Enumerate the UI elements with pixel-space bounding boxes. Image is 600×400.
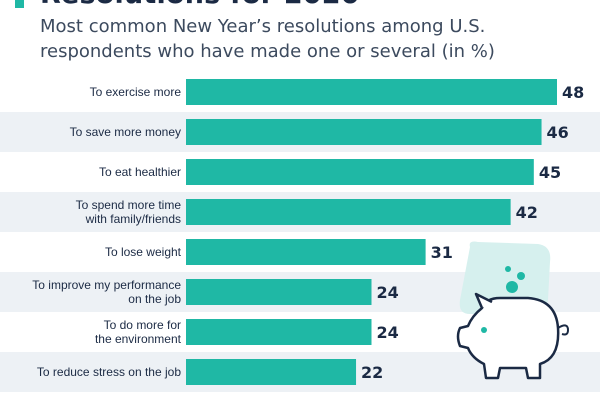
category-label-line: with family/friends bbox=[85, 212, 181, 226]
category-label-line: the environment bbox=[95, 332, 182, 346]
category-label-line: To eat healthier bbox=[99, 165, 181, 179]
category-labels: To exercise more To save more money To eat… bbox=[32, 85, 181, 379]
category-label-line: To spend more time bbox=[76, 198, 182, 212]
bar bbox=[186, 279, 372, 305]
data-label: 24 bbox=[377, 323, 399, 342]
category-label-line: To reduce stress on the job bbox=[37, 365, 181, 379]
data-label: 42 bbox=[516, 203, 538, 222]
data-label: 22 bbox=[361, 363, 383, 382]
value-labels: 48 46 45 42 31 24 24 22 bbox=[361, 83, 584, 382]
piggy-ear bbox=[474, 292, 493, 309]
data-label: 31 bbox=[431, 243, 453, 262]
category-label: To save more money bbox=[70, 125, 181, 139]
coin-large bbox=[506, 281, 518, 293]
chart-title: Resolutions for 2020 bbox=[40, 0, 360, 8]
bar bbox=[186, 119, 542, 145]
coin-medium bbox=[517, 272, 525, 280]
category-label: To reduce stress on the job bbox=[37, 365, 181, 379]
data-label: 24 bbox=[377, 283, 399, 302]
category-label-line: To improve my performance bbox=[32, 278, 181, 292]
piggy-tail bbox=[557, 324, 570, 336]
category-label: To lose weight bbox=[105, 245, 182, 259]
bar bbox=[186, 359, 357, 385]
category-label: To spend more time with family/friends bbox=[76, 198, 182, 226]
chart-subtitle: Most common New Year’s resolutions among… bbox=[40, 16, 495, 62]
bar bbox=[186, 199, 511, 225]
bar bbox=[186, 159, 534, 185]
category-label-line: To exercise more bbox=[90, 85, 182, 99]
category-label-line: To do more for bbox=[104, 318, 181, 332]
bar-chart: To exercise more To save more money To eat… bbox=[0, 79, 600, 392]
coin-small bbox=[505, 266, 511, 272]
bar bbox=[186, 79, 557, 105]
category-label: To improve my performance on the job bbox=[32, 278, 181, 306]
piggy-bank-icon bbox=[456, 241, 570, 380]
category-label-line: To lose weight bbox=[105, 245, 182, 259]
title-clip: Resolutions for 2020 bbox=[0, 0, 600, 8]
data-label: 48 bbox=[562, 83, 584, 102]
category-label: To do more for the environment bbox=[95, 318, 182, 346]
category-label: To exercise more bbox=[90, 85, 182, 99]
data-label: 45 bbox=[539, 163, 561, 182]
category-label-line: To save more money bbox=[70, 125, 181, 139]
title-accent-bar bbox=[15, 0, 24, 8]
bars bbox=[186, 79, 557, 385]
category-label-line: on the job bbox=[128, 292, 181, 306]
piggy-body bbox=[456, 296, 560, 380]
bar bbox=[186, 239, 426, 265]
bar bbox=[186, 319, 372, 345]
data-label: 46 bbox=[547, 123, 569, 142]
piggy-eye bbox=[481, 327, 487, 333]
category-label: To eat healthier bbox=[99, 165, 181, 179]
